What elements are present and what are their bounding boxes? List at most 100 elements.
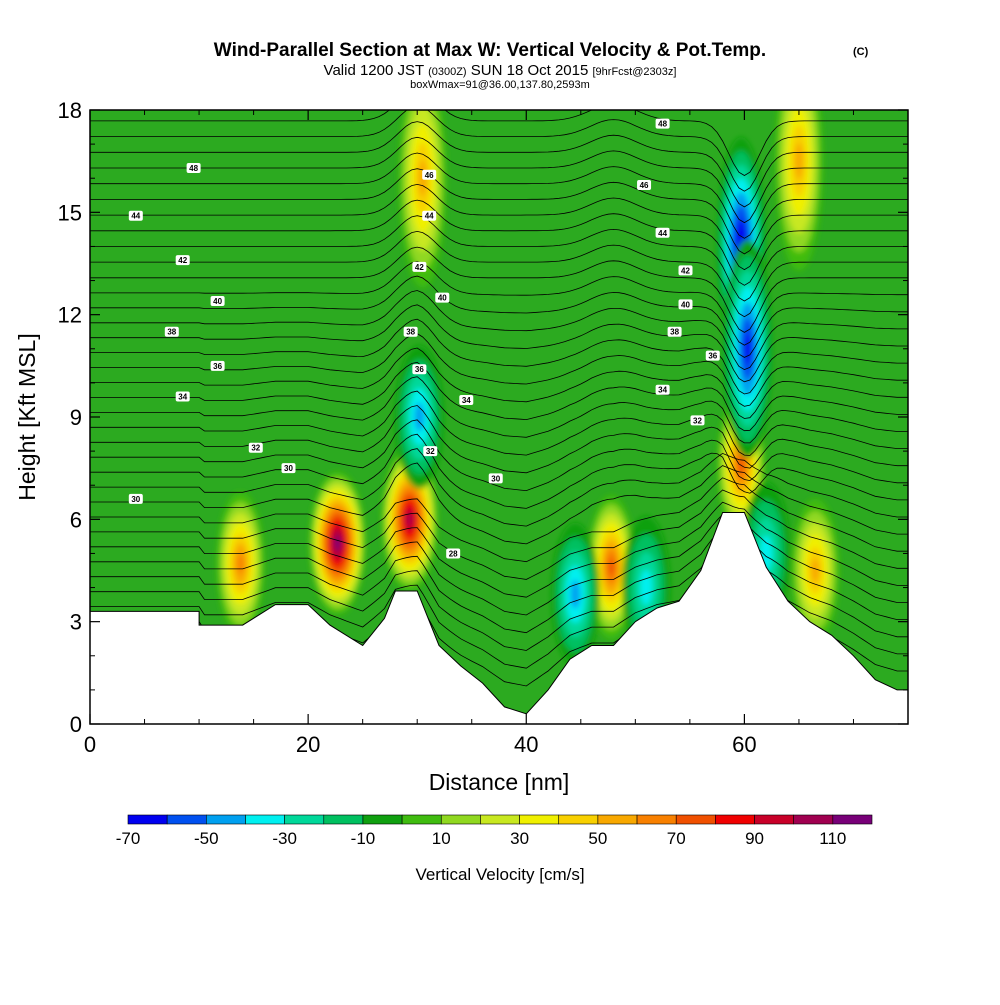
isentrope-line — [90, 538, 908, 651]
colorbar: -70 -50 -30 -10 10 30 50 70 90 110 — [116, 814, 873, 848]
title-mark: (C) — [853, 46, 869, 58]
colorbar-tick-label: 90 — [745, 829, 764, 848]
isentrope-label-text: 48 — [658, 120, 667, 129]
isentrope-label: 30 — [128, 493, 143, 504]
velocity-cell — [774, 110, 823, 271]
x-tick-label: 0 — [84, 732, 96, 757]
isentrope-line — [90, 376, 908, 444]
colorbar-swatch — [793, 814, 834, 825]
isentrope-line — [90, 183, 908, 271]
y-axis-label: Height [Kft MSL] — [14, 333, 40, 500]
velocity-contour — [640, 569, 653, 606]
y-tick-label: 6 — [70, 507, 82, 532]
isentrope-label: 40 — [210, 296, 225, 307]
forecast-info: [9hrFcst@2303z] — [593, 66, 677, 78]
isentrope-label: 42 — [678, 265, 693, 276]
isentrope-label-text: 46 — [425, 171, 434, 180]
isentrope-label: 36 — [210, 360, 225, 371]
isentrope-label: 30 — [281, 463, 296, 474]
velocity-cell — [587, 495, 636, 639]
isentrope-label-text: 40 — [213, 297, 222, 306]
velocity-contour — [738, 455, 745, 474]
velocity-cell — [309, 471, 366, 615]
isentrope-label: 32 — [423, 446, 438, 457]
velocity-contour — [608, 558, 615, 577]
isentrope-line — [90, 318, 908, 395]
isentrope-label: 46 — [422, 169, 437, 180]
colorbar-swatch — [284, 814, 325, 825]
plot-area: 48 44 42 40 38 36 34 32 30 30 46 44 42 40 38 36 34 32 30 28… — [90, 110, 908, 724]
velocity-contour — [414, 402, 425, 432]
chart-subtitle: Valid 1200 JST (0300Z) SUN 18 Oct 2015 [… — [324, 62, 677, 79]
isentrope-line — [90, 168, 908, 255]
colorbar-swatch — [832, 814, 873, 825]
isentrope-line — [90, 152, 908, 239]
isentrope-line — [90, 501, 908, 598]
velocity-contour — [744, 333, 752, 365]
velocity-contour — [335, 537, 340, 550]
isentrope-line — [90, 513, 908, 616]
isentrope-labels: 48 44 42 40 38 36 34 32 30 30 46 44 42 40 38 36 34 32 30 28… — [128, 118, 720, 559]
isentrope-line — [90, 333, 908, 407]
valid-time-utc: (0300Z) — [428, 66, 467, 78]
colorbar-label: Vertical Velocity [cm/s] — [415, 865, 584, 884]
isentrope-label-text: 32 — [693, 416, 702, 425]
y-tick-label: 0 — [70, 712, 82, 737]
colorbar-tick-label: 50 — [588, 829, 607, 848]
isentrope-label: 32 — [690, 415, 705, 426]
velocity-contour — [794, 142, 803, 180]
colorbar-swatch — [636, 814, 677, 825]
isentrope-label-text: 44 — [425, 212, 434, 221]
velocity-contour — [570, 580, 581, 609]
valid-date: SUN 18 Oct 2015 — [471, 62, 589, 79]
isentrope-line — [90, 110, 908, 176]
isentrope-label-text: 42 — [415, 263, 424, 272]
isentrope-line — [90, 275, 908, 358]
y-tick-label: 3 — [70, 610, 82, 635]
colorbar-swatch — [127, 814, 168, 825]
velocity-contour — [406, 512, 413, 526]
isentrope-label: 44 — [422, 210, 437, 221]
isentrope-label-text: 38 — [167, 328, 176, 337]
isentrope-line — [90, 405, 908, 474]
isentrope-line — [90, 199, 908, 286]
colorbar-swatch — [206, 814, 246, 825]
isentrope-label: 42 — [412, 261, 427, 272]
isentrope-label: 40 — [678, 299, 693, 310]
isentrope-line — [90, 110, 908, 192]
colorbar-tick-label: -70 — [116, 829, 141, 848]
isentrope-label-text: 28 — [449, 549, 458, 558]
isentrope-line — [90, 448, 908, 527]
isentrope-label: 34 — [655, 384, 670, 395]
isentrope-label-text: 38 — [670, 328, 679, 337]
isentrope-line — [90, 462, 908, 545]
colorbar-swatch — [754, 814, 794, 825]
isentrope-label-text: 30 — [491, 474, 500, 483]
isentrope-line — [90, 261, 908, 346]
isentrope-line — [90, 390, 908, 456]
isentrope-label: 38 — [164, 326, 179, 337]
isentrope-label-text: 36 — [708, 352, 717, 361]
velocity-contour — [237, 553, 244, 574]
isentrope-label: 28 — [446, 548, 461, 559]
isentrope-label-text: 48 — [189, 164, 198, 173]
isentrope-label-text: 32 — [426, 447, 435, 456]
colorbar-swatch — [480, 814, 520, 825]
colorbar-swatch — [323, 814, 364, 825]
isentrope-label-text: 44 — [658, 229, 667, 238]
colorbar-swatch — [245, 814, 285, 825]
isentrope-label-text: 40 — [681, 300, 690, 309]
colorbar-swatch — [597, 814, 638, 825]
colorbar-tick-label: 70 — [667, 829, 686, 848]
x-tick-label: 60 — [732, 732, 756, 757]
colorbar-tick-label: 110 — [819, 829, 846, 848]
colorbar-swatch — [558, 814, 599, 825]
isentrope-label: 46 — [637, 180, 652, 191]
isentrope-line — [90, 489, 908, 580]
isentrope-label: 48 — [655, 118, 670, 129]
isentrope-label-text: 34 — [658, 386, 667, 395]
isentrope-label-text: 42 — [681, 266, 690, 275]
box-wmax-info: boxWmax=91@36.00,137.80,2593m — [410, 79, 590, 91]
isentrope-label-text: 32 — [251, 444, 260, 453]
